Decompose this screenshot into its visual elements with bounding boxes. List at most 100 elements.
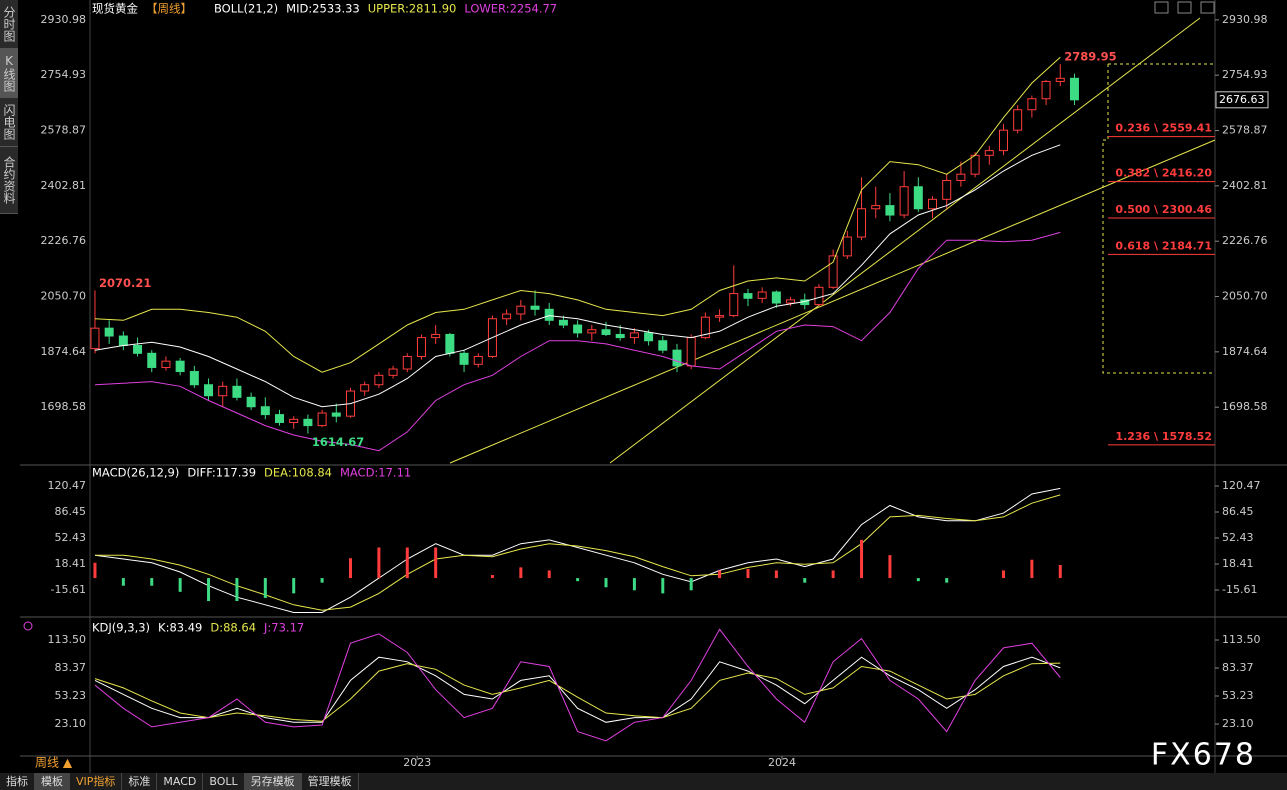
y-tick-label: 1874.64 [1222, 345, 1268, 358]
period-label[interactable]: 周线 ▲ [35, 756, 73, 770]
toolbar-tab[interactable]: 标准 [122, 773, 158, 790]
candle-body [715, 315, 725, 318]
header-label: DIFF:117.39 [187, 466, 256, 480]
macd-bar [121, 578, 125, 586]
indicator-line [94, 144, 1061, 408]
toolbar-tab[interactable]: 指标 [0, 773, 35, 790]
candle-body [459, 352, 469, 365]
candle-body [445, 333, 455, 354]
candle-body [771, 291, 781, 304]
macd-bar [547, 570, 551, 579]
candle-body [899, 186, 909, 216]
candle-body [558, 319, 568, 326]
header-label: BOLL(21,2) [214, 2, 278, 16]
macd-bar [1001, 570, 1005, 579]
candle-body [232, 385, 242, 398]
side-tab[interactable]: K线图 [0, 49, 18, 98]
fib-label: 0.382 \ 2416.20 [1115, 167, 1212, 180]
toolbar-tab[interactable]: 模板 [35, 773, 70, 790]
watermark: FX678 [1151, 738, 1256, 773]
macd-bar [490, 575, 494, 579]
candle-body [842, 236, 852, 257]
candle-body [516, 305, 526, 315]
candle-body [629, 332, 639, 339]
candle-body [331, 412, 341, 417]
toolbar-tab[interactable]: VIP指标 [70, 773, 123, 790]
macd-bar [207, 578, 211, 602]
macd-bar [632, 578, 636, 591]
macd-bar [434, 547, 438, 579]
y-tick-label: 1698.58 [41, 400, 87, 413]
candle-body [544, 308, 554, 321]
y-tick-label: 113.50 [48, 633, 87, 646]
candle-body [303, 418, 313, 427]
indicator-line [95, 494, 1061, 611]
candle-body [743, 293, 753, 299]
candle-body [473, 355, 483, 365]
candle-body [175, 360, 185, 373]
candle-body [189, 371, 199, 386]
macd-bar [718, 570, 722, 579]
candle-body [700, 316, 710, 339]
indicator-line [94, 487, 1061, 613]
macd-bar [405, 547, 409, 579]
candle-body [90, 327, 100, 350]
macd-bar [689, 578, 693, 591]
icon [23, 621, 33, 631]
candle-body [786, 299, 796, 304]
macd-bar [377, 547, 381, 579]
candle-body [729, 293, 739, 317]
macd-bar [1058, 565, 1062, 579]
y-tick-label: 53.23 [55, 689, 87, 702]
macd-bar [860, 539, 864, 579]
candle-body [431, 333, 441, 339]
candle-body [402, 355, 412, 370]
macd-bar [93, 562, 97, 579]
icon[interactable] [1200, 1, 1215, 14]
high-label: 2789.95 [1064, 50, 1116, 64]
candle-body [658, 340, 668, 351]
y-tick-label: 2402.81 [41, 179, 87, 192]
icon[interactable] [1177, 1, 1192, 14]
candle-body [161, 360, 171, 368]
y-tick-label: 113.50 [1222, 633, 1261, 646]
header-label: 现货黄金 [92, 2, 138, 16]
candle-body [672, 349, 682, 367]
y-tick-label: 2754.93 [1222, 68, 1268, 81]
toolbar-tab[interactable]: 管理模板 [302, 773, 359, 790]
y-tick-label: 2930.98 [41, 13, 87, 26]
candle-body [1055, 77, 1065, 82]
icon[interactable] [1154, 1, 1169, 14]
toolbar-tab[interactable]: 另存模板 [244, 773, 302, 790]
candle-body [218, 385, 228, 397]
macd-bar [945, 578, 949, 583]
y-tick-label: 18.41 [1222, 557, 1254, 570]
header-label: MACD:17.11 [340, 466, 411, 480]
candle-body [275, 414, 285, 423]
candle-body [1013, 109, 1023, 131]
header-label: MID:2533.33 [286, 2, 360, 16]
candle-body [388, 368, 398, 376]
candle-body [615, 333, 625, 339]
toolbar-tab[interactable]: MACD [157, 773, 204, 790]
candle-body [317, 412, 327, 427]
macd-bar [774, 570, 778, 579]
indicator-line [94, 231, 1061, 452]
side-tab[interactable]: 合约资料 [0, 147, 18, 214]
side-tab[interactable]: 分时图 [0, 0, 18, 49]
candle-body [502, 313, 512, 320]
toolbar-tab[interactable]: BOLL [203, 773, 245, 790]
macd-bar [178, 578, 182, 592]
header-label: J:73.17 [263, 621, 304, 635]
side-tab[interactable]: 闪电图 [0, 98, 18, 147]
y-tick-label: 2050.70 [1222, 290, 1268, 303]
candle-body [1027, 98, 1037, 111]
macd-bar [916, 578, 920, 582]
y-tick-label: 83.37 [1222, 661, 1254, 674]
candle-body [133, 344, 143, 354]
header-label: K:83.49 [158, 621, 202, 635]
y-tick-label: 120.47 [1222, 479, 1261, 492]
last-price: 2676.63 [1219, 93, 1265, 106]
header-label: 【周线】 [146, 2, 192, 16]
